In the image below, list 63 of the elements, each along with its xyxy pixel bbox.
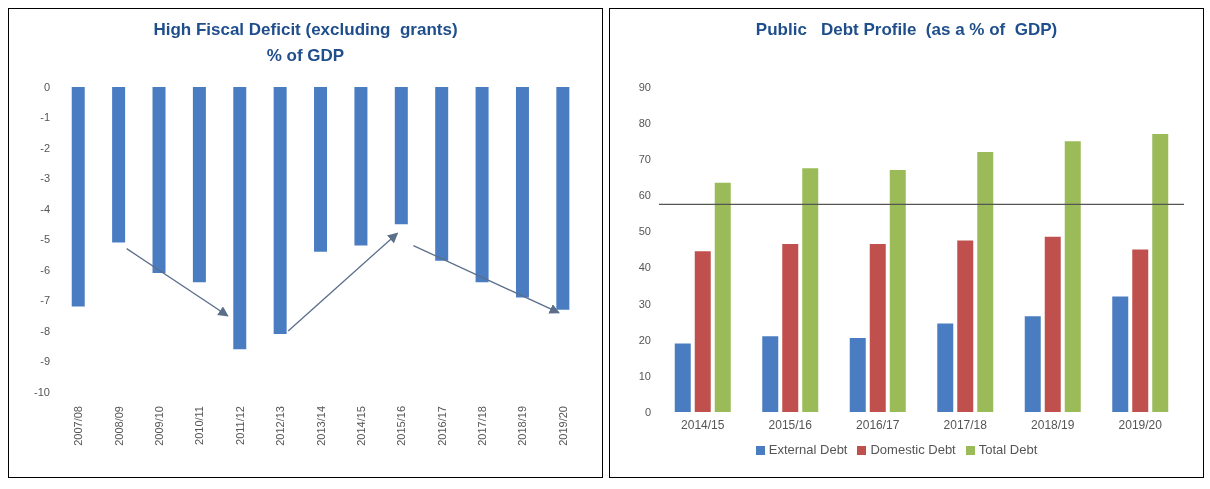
x-tick-label: 2018/19 — [1031, 417, 1075, 432]
x-tick-label: 2015/16 — [768, 417, 813, 432]
x-tick-label: 2019/20 — [556, 406, 569, 446]
bar — [1064, 141, 1081, 412]
y-tick-label: -7 — [40, 294, 50, 307]
bar — [762, 336, 779, 412]
x-tick-label: 2009/10 — [152, 406, 165, 446]
y-tick-label: 70 — [638, 153, 651, 166]
y-tick-label: -8 — [40, 324, 50, 337]
legend-label: Domestic Debt — [870, 442, 956, 457]
x-tick-label: 2010/11 — [193, 406, 206, 445]
bar — [889, 170, 906, 412]
bar — [937, 323, 954, 412]
y-tick-label: 40 — [638, 261, 651, 274]
y-tick-label: 0 — [644, 405, 651, 418]
chart-title: Public Debt Profile (as a % of GDP) — [754, 19, 1059, 41]
x-tick-label: 2007/08 — [72, 406, 85, 446]
bar — [1152, 133, 1169, 412]
y-tick-label: -1 — [40, 111, 50, 124]
bar — [694, 251, 711, 412]
bar — [1024, 316, 1041, 412]
y-tick-label: 10 — [638, 369, 651, 382]
y-tick-label: -5 — [40, 233, 50, 246]
y-tick-label: 60 — [638, 189, 651, 202]
x-tick-label: 2013/14 — [314, 406, 327, 446]
x-tick-label: 2017/18 — [943, 417, 988, 432]
y-tick-label: -3 — [40, 172, 50, 185]
bar — [782, 244, 799, 412]
bar — [1132, 249, 1149, 412]
bar — [849, 337, 866, 412]
y-tick-label: -9 — [40, 355, 50, 368]
legend-label: External Debt — [768, 442, 848, 457]
x-tick-label: 2014/15 — [354, 406, 367, 446]
x-tick-label: 2014/15 — [681, 417, 725, 432]
x-tick-label: 2016/17 — [435, 406, 448, 446]
bar — [957, 240, 974, 412]
x-tick-label: 2015/16 — [395, 406, 408, 446]
x-tick-label: 2017/18 — [476, 406, 489, 446]
bar — [714, 182, 731, 412]
y-tick-label: 20 — [638, 333, 651, 346]
x-tick-label: 2018/19 — [516, 406, 529, 446]
bar — [1112, 296, 1129, 412]
y-tick-label: -6 — [40, 263, 50, 276]
bar — [977, 152, 994, 412]
y-tick-label: 90 — [638, 80, 651, 93]
y-tick-label: 80 — [638, 117, 651, 130]
x-tick-label: 2008/09 — [112, 406, 125, 446]
x-tick-label: 2012/13 — [274, 406, 287, 446]
y-tick-label: -10 — [34, 385, 50, 398]
x-tick-label: 2016/17 — [856, 417, 900, 432]
bar — [674, 343, 691, 412]
bar — [1044, 236, 1061, 412]
bar — [869, 244, 886, 412]
y-tick-label: -2 — [40, 141, 50, 154]
bar — [802, 168, 819, 412]
y-tick-label: 0 — [43, 80, 50, 93]
legend-label: Total Debt — [978, 442, 1038, 457]
y-tick-label: 50 — [638, 225, 651, 238]
y-tick-label: 30 — [638, 297, 651, 310]
x-tick-label: 2011/12 — [233, 406, 246, 445]
y-tick-label: -4 — [40, 202, 50, 215]
chart-title: High Fiscal Deficit (excluding grants) % of GDP — [152, 19, 459, 67]
x-tick-label: 2019/20 — [1118, 417, 1163, 432]
